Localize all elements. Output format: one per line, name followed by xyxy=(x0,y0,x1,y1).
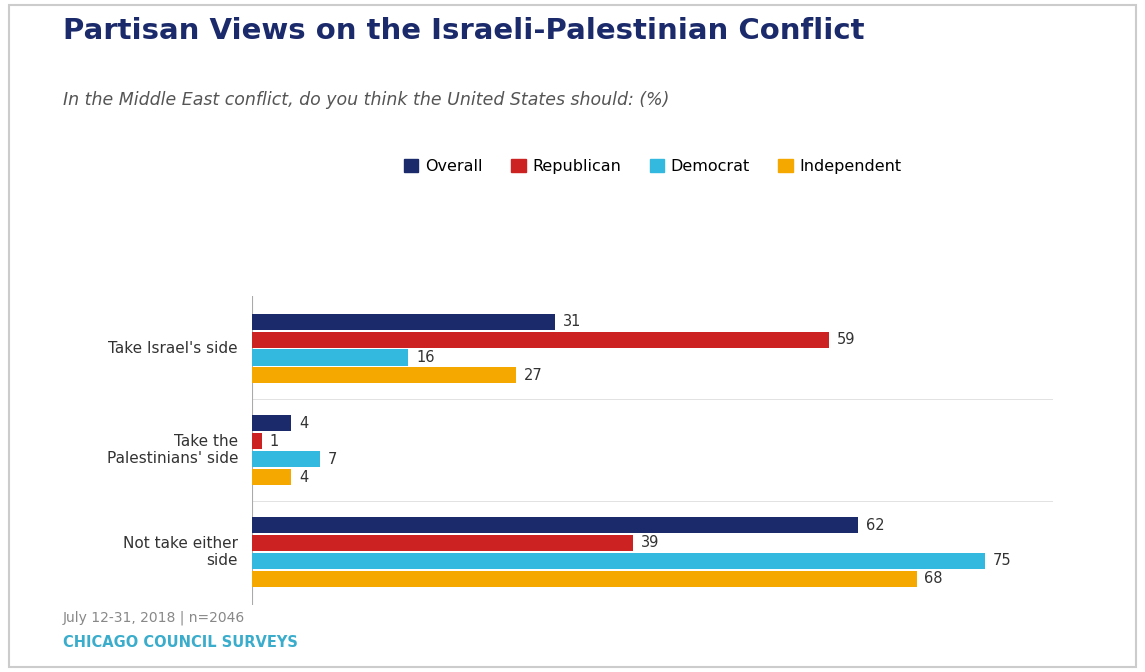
Text: 4: 4 xyxy=(299,416,308,431)
Text: CHICAGO COUNCIL SURVEYS: CHICAGO COUNCIL SURVEYS xyxy=(63,635,298,650)
Legend: Overall, Republican, Democrat, Independent: Overall, Republican, Democrat, Independe… xyxy=(404,159,901,174)
Text: In the Middle East conflict, do you think the United States should: (%): In the Middle East conflict, do you thin… xyxy=(63,91,670,109)
Bar xyxy=(252,314,555,330)
Bar xyxy=(252,368,515,384)
Bar xyxy=(252,415,291,431)
Text: 1: 1 xyxy=(269,434,278,449)
Text: 39: 39 xyxy=(641,536,660,550)
Bar xyxy=(252,517,858,533)
Bar xyxy=(252,349,409,366)
Text: 68: 68 xyxy=(924,571,942,586)
Text: 4: 4 xyxy=(299,470,308,485)
Text: 59: 59 xyxy=(836,332,855,347)
Text: 31: 31 xyxy=(562,314,582,329)
Text: 7: 7 xyxy=(329,452,338,466)
Text: Partisan Views on the Israeli-Palestinian Conflict: Partisan Views on the Israeli-Palestinia… xyxy=(63,17,864,45)
Bar xyxy=(252,451,321,467)
Text: 62: 62 xyxy=(866,517,884,533)
Bar xyxy=(252,553,985,569)
Text: 27: 27 xyxy=(523,368,543,383)
Text: 16: 16 xyxy=(416,350,435,365)
Text: July 12-31, 2018 | n=2046: July 12-31, 2018 | n=2046 xyxy=(63,610,245,625)
Bar xyxy=(252,469,291,485)
Text: 75: 75 xyxy=(993,553,1011,569)
Bar xyxy=(252,433,262,450)
Bar xyxy=(252,331,829,347)
Bar xyxy=(252,571,916,587)
Bar xyxy=(252,535,633,551)
